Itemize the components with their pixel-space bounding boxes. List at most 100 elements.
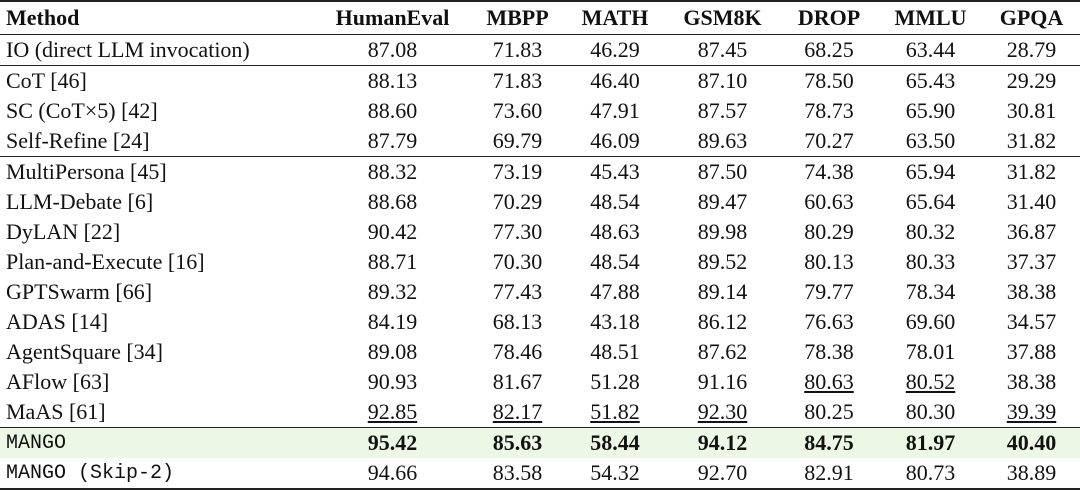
method-cell: AFlow [63] [6,369,110,394]
method-cell: AgentSquare [34] [6,339,164,364]
table-row: Plan-and-Execute [16] 88.71 70.30 48.54 89.5… [0,247,1080,277]
score-cell: 70.29 [492,189,543,214]
header-row: Method HumanEval MBPP MATH GSM8K DROP MMLU GPQA [0,0,1080,35]
score-cell: 70.30 [492,249,543,274]
score-cell: 48.51 [590,339,640,364]
score-cell: 31.40 [1006,189,1057,214]
score-cell: 90.42 [367,219,418,244]
score-cell: 46.40 [565,65,665,96]
score-cell: 65.94 [878,156,983,187]
method-cell: MANGO (Skip-2) [0,458,315,490]
score-cell: 77.30 [492,219,543,244]
score-cell: 84.19 [367,309,418,334]
score-cell: 74.38 [780,156,878,187]
score-cell: 48.54 [590,249,640,274]
header-cell: MATH [565,0,665,35]
score-cell: 89.98 [697,219,748,244]
method-cell: CoT [46] [0,65,315,96]
score-cell: 89.52 [697,249,748,274]
score-cell: 40.40 [983,427,1080,458]
score-cell: 79.77 [804,279,854,304]
score-cell: 29.29 [983,65,1080,96]
table-row: CoT [46] 88.13 71.83 46.40 87.10 78.50 65.43 29… [0,65,1080,96]
table-row: LLM-Debate [6] 88.68 70.29 48.54 89.47 60.63 6… [0,187,1080,217]
score-cell: 70.27 [804,128,854,153]
score-cell: 88.60 [367,98,418,123]
score-cell: 91.16 [697,369,748,394]
score-cell: 80.25 [804,399,854,424]
score-cell: 92.30 [697,399,748,424]
score-cell: 48.63 [590,219,640,244]
score-cell: 28.79 [1006,37,1057,62]
score-cell: 54.32 [565,458,665,490]
score-cell: 37.88 [1006,339,1057,364]
method-cell: MultiPersona [45] [0,156,315,187]
score-cell: 46.29 [590,37,640,62]
score-cell: 87.62 [697,339,748,364]
score-cell: 89.47 [697,189,748,214]
table-row: AFlow [63] 90.93 81.67 51.28 91.16 80.63 80.52… [0,367,1080,397]
table-row: ADAS [14] 84.19 68.13 43.18 86.12 76.63 69.60 3… [0,307,1080,337]
score-cell: 48.54 [590,189,640,214]
method-cell: ADAS [14] [6,309,109,334]
score-cell: 87.57 [697,98,748,123]
method-cell: MANGO [0,427,315,458]
table-row: MANGO 95.42 85.63 58.44 94.12 84.75 81.97 40.40 [0,427,1080,458]
score-cell: 43.18 [590,309,640,334]
header-cell: GPQA [983,0,1080,35]
score-cell: 47.91 [590,98,640,123]
score-cell: 87.50 [665,156,780,187]
header-cell: Method [0,0,315,35]
score-cell: 78.46 [492,339,543,364]
score-cell: 51.82 [590,399,640,424]
table-row: MaAS [61] 92.85 82.17 51.82 92.30 80.25 80.30 3… [0,397,1080,428]
score-cell: 68.13 [492,309,543,334]
score-cell: 77.43 [492,279,543,304]
score-cell: 71.83 [470,65,565,96]
score-cell: 89.63 [697,128,748,153]
method-cell: DyLAN [22] [6,219,121,244]
table-row: MANGO (Skip-2) 94.66 83.58 54.32 92.70 82.91 8… [0,458,1080,490]
score-cell: 80.33 [905,249,956,274]
header-cell: GSM8K [665,0,780,35]
score-cell: 94.66 [315,458,470,490]
method-cell: GPTSwarm [66] [6,279,153,304]
header-cell: HumanEval [315,0,470,35]
score-cell: 65.43 [878,65,983,96]
score-cell: 88.68 [367,189,418,214]
score-cell: 65.90 [905,98,956,123]
score-cell: 80.63 [804,369,854,394]
score-cell: 58.44 [565,427,665,458]
method-cell: Plan-and-Execute [16] [6,249,205,274]
score-cell: 46.09 [590,128,640,153]
score-cell: 30.81 [1006,98,1057,123]
score-cell: 80.13 [804,249,854,274]
score-cell: 85.63 [470,427,565,458]
score-cell: 76.63 [804,309,854,334]
score-cell: 78.50 [780,65,878,96]
score-cell: 87.79 [367,128,418,153]
score-cell: 81.97 [878,427,983,458]
score-cell: 38.38 [1006,279,1057,304]
score-cell: 69.79 [492,128,543,153]
score-cell: 51.28 [590,369,640,394]
score-cell: 86.12 [697,309,748,334]
score-cell: 36.87 [1006,219,1057,244]
score-cell: 38.38 [1006,369,1057,394]
method-cell: IO (direct LLM invocation) [6,37,250,62]
score-cell: 80.29 [804,219,854,244]
score-cell: 88.32 [315,156,470,187]
score-cell: 88.71 [367,249,418,274]
table-row: MultiPersona [45] 88.32 73.19 45.43 87.50 74.… [0,156,1080,187]
score-cell: 38.89 [983,458,1080,490]
method-cell: LLM-Debate [6] [6,189,154,214]
score-cell: 89.32 [367,279,418,304]
score-cell: 65.64 [905,189,956,214]
score-cell: 92.85 [367,399,418,424]
score-cell: 88.13 [315,65,470,96]
method-cell: Self-Refine [24] [6,128,150,153]
score-cell: 78.38 [804,339,854,364]
table-row: AgentSquare [34] 89.08 78.46 48.51 87.62 78.3… [0,337,1080,367]
table-row: DyLAN [22] 90.42 77.30 48.63 89.98 80.29 80.32… [0,217,1080,247]
